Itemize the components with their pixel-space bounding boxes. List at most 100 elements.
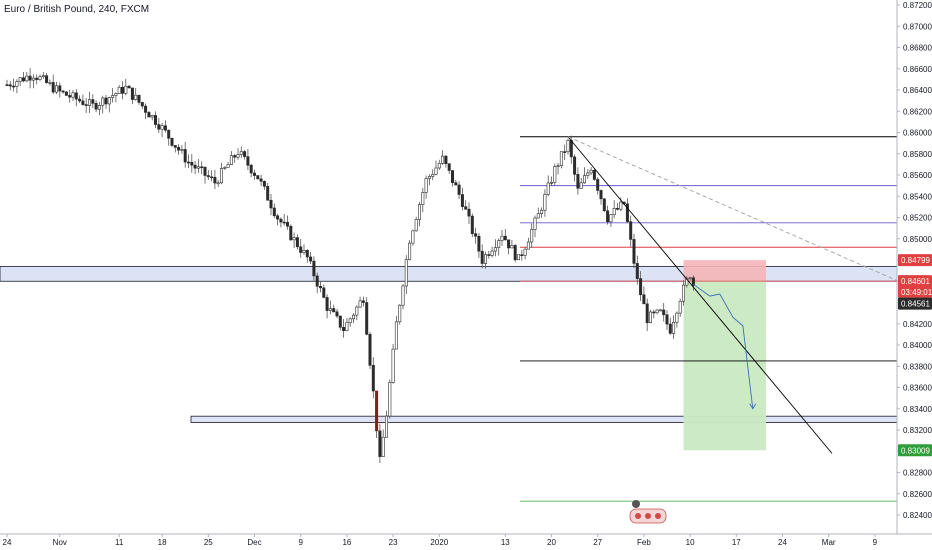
candle-body [117, 86, 121, 94]
candle-body [497, 240, 501, 248]
x-tick-label: 11 [115, 538, 124, 547]
candle-body [104, 97, 108, 105]
candle-body [78, 98, 82, 102]
price-badge [898, 297, 932, 310]
candle-body [124, 85, 128, 94]
candle-body [68, 95, 72, 98]
candle-body [394, 321, 398, 350]
event-marker-icon [632, 500, 640, 508]
candle-body [533, 217, 537, 230]
candle-body [540, 209, 544, 214]
x-tick-label: 27 [593, 538, 602, 547]
candle-body [312, 260, 316, 277]
candle-body [272, 207, 276, 217]
candle-body [434, 167, 438, 175]
candle-body [573, 156, 577, 175]
candle-body [615, 208, 619, 210]
y-tick-label: 0.86400 [903, 86, 932, 95]
candle-body [249, 164, 253, 174]
candle-body [520, 254, 524, 257]
candle-body [553, 166, 557, 183]
candle-body [625, 203, 629, 222]
candle-body [64, 91, 68, 96]
candle-body [302, 250, 306, 253]
candle-body [266, 186, 270, 201]
candle-body [48, 82, 52, 84]
candle-body [309, 256, 313, 262]
y-tick-label: 0.85600 [903, 171, 932, 180]
descending-trendline [567, 136, 833, 454]
x-tick-label: 24 [3, 538, 12, 547]
candle-body [140, 102, 144, 107]
candle-body [655, 309, 659, 314]
price-badge-label: 03:49:01 [901, 288, 932, 297]
candle-body [516, 254, 520, 261]
candle-body [163, 125, 167, 131]
candle-body [401, 285, 405, 306]
x-tick-label: Dec [247, 538, 261, 547]
candle-body [318, 286, 322, 289]
x-tick-label: 23 [389, 538, 398, 547]
candle-body [388, 382, 392, 417]
candle-body [457, 184, 461, 195]
x-tick-label: 24 [778, 538, 787, 547]
icons-layer [629, 500, 667, 524]
candle-body [38, 76, 42, 80]
candle-body [668, 323, 672, 334]
candle-body [629, 221, 633, 240]
candle-body [61, 90, 65, 93]
y-tick-label: 0.83800 [903, 362, 932, 371]
candle-body [226, 164, 230, 168]
flag-icon [655, 513, 661, 519]
candle-body [262, 180, 266, 187]
candle-body [678, 300, 682, 314]
candle-body [582, 175, 586, 184]
candle-body [88, 99, 92, 106]
price-badge [898, 275, 932, 288]
candle-body [18, 77, 22, 82]
candle-body [672, 322, 676, 334]
candle-body [299, 246, 303, 253]
candle-body [592, 169, 596, 180]
candle-body [177, 147, 181, 151]
candle-body [556, 165, 560, 168]
candle-body [84, 104, 88, 106]
price-badge-label: 0.84561 [901, 300, 930, 309]
x-tick-label: 9 [873, 538, 878, 547]
x-tick-label: 13 [501, 538, 510, 547]
candle-body [378, 430, 382, 457]
price-badge [898, 285, 932, 298]
candle-body [437, 163, 441, 169]
y-tick-label: 0.86600 [903, 65, 932, 74]
y-tick-label: 0.85000 [903, 235, 932, 244]
candle-body [81, 100, 85, 105]
candle-body [229, 155, 233, 165]
candle-body [454, 182, 458, 186]
candle-body [51, 82, 55, 93]
candle-body [368, 334, 372, 366]
candle-body [325, 297, 329, 311]
candle-body [619, 201, 623, 210]
x-tick-label: 25 [204, 538, 213, 547]
candle-body [160, 125, 164, 130]
candle-body [411, 230, 415, 244]
candle-body [233, 155, 237, 158]
candle-body [253, 172, 257, 176]
candle-body [213, 176, 217, 184]
candle-body [8, 84, 12, 87]
candle-body [243, 151, 247, 157]
candle-body [246, 156, 250, 166]
y-tick-label: 0.86000 [903, 129, 932, 138]
candle-body [285, 222, 289, 227]
candle-body [645, 303, 649, 324]
candle-body [662, 309, 666, 316]
candle-body [599, 190, 603, 200]
candle-body [91, 99, 95, 104]
candle-body [328, 308, 332, 311]
candle-body [276, 215, 280, 220]
candle-body [348, 318, 352, 323]
candle-body [596, 179, 600, 191]
candle-body [414, 219, 418, 232]
